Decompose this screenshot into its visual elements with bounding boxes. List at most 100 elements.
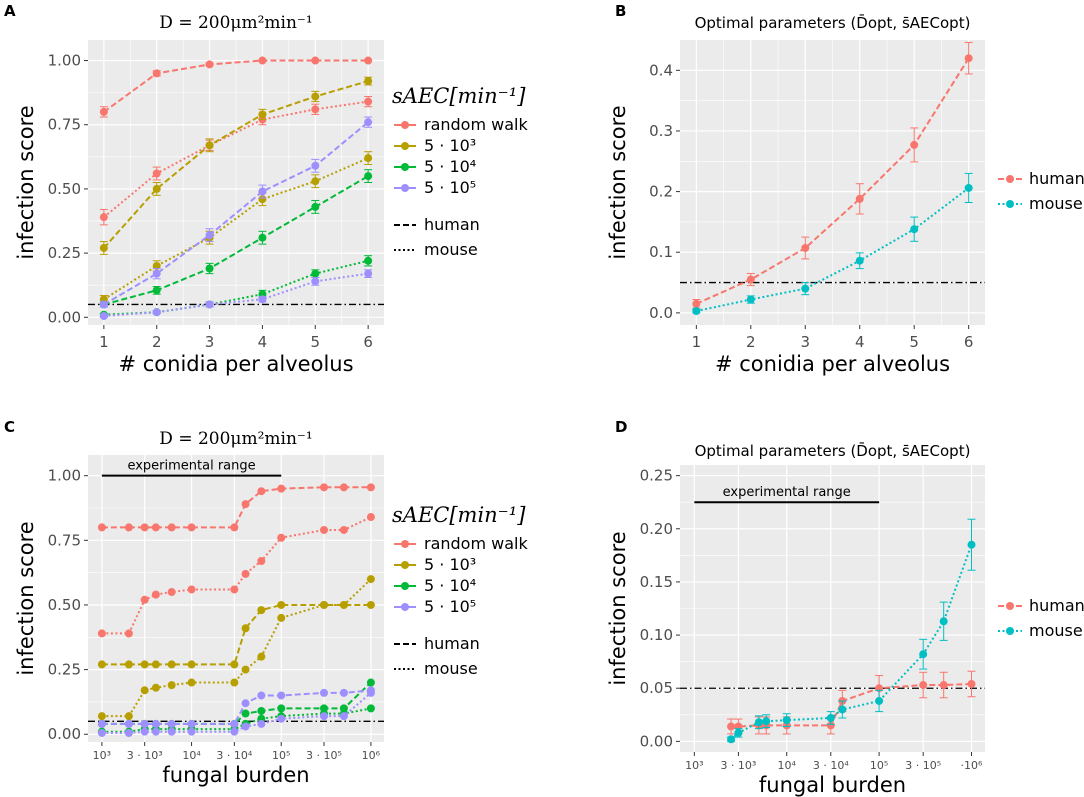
data-point [152,269,161,278]
x-tick-label: 10⁴ [182,749,201,762]
x-tick-label: 3 · 10³ [127,749,163,762]
legend-title: sAEC[min⁻¹] [392,84,526,108]
data-point [152,184,161,193]
data-point [311,177,320,186]
data-point [826,713,835,722]
data-point [241,624,250,633]
y-tick-label: 0.50 [48,180,81,198]
data-point [320,483,329,492]
data-point [151,660,160,669]
y-tick-label: 0.4 [649,61,673,79]
data-point [277,484,286,493]
chart-panel-d: 0.00 0.05 0.10 0.15 0.20 0.25 10³ 3 · 10³ 10⁴ 3 ·… [606,441,985,797]
x-tick-label: 10⁴ [777,759,796,772]
data-point [311,277,320,286]
x-tick-label: 4 [258,333,268,351]
data-point [964,183,973,192]
data-point [339,525,348,534]
data-point [187,585,196,594]
data-point [258,187,267,196]
data-point [167,588,176,597]
data-point [230,719,239,728]
data-point [97,660,106,669]
legend-item-label: 5 · 10⁴ [424,576,476,595]
y-tick-label: 0.50 [48,596,81,614]
x-tick-label: 3 · 10⁴ [813,759,849,772]
data-point [241,500,250,509]
data-point [366,704,375,713]
data-point [124,728,133,737]
data-point [97,728,106,737]
experimental-range-label: experimental range [723,485,851,500]
data-point [140,660,149,669]
x-tick-label: 3 · 10⁵ [905,759,941,772]
data-point [167,681,176,690]
chart-title: Optimal parameters (D̄opt, s̄AECopt) [695,13,971,32]
data-point [366,575,375,584]
legend-title: sAEC[min⁻¹] [392,503,526,527]
x-tick-label: 3 · 10³ [720,759,756,772]
data-point [152,286,161,295]
data-point [364,118,373,127]
data-point [151,523,160,532]
legend-key-point [1006,602,1014,610]
data-point [339,688,348,697]
data-point [311,56,320,65]
data-point [241,569,250,578]
x-tick-label: 10⁶ [362,749,381,762]
data-point [152,69,161,78]
data-point [241,665,250,674]
legend-key-point [401,184,409,192]
legend-item-label: mouse [1029,621,1083,640]
y-tick-label: 0.20 [640,520,673,538]
data-point [939,617,948,626]
x-tick-label: 4 [855,333,865,351]
x-tick-label: 10³ [93,749,111,762]
data-point [151,683,160,692]
series-line-5-10-human [103,80,369,249]
y-axis-label: infection score [14,521,38,675]
y-tick-label: 0.25 [48,244,81,262]
series-line-5-10-human [103,175,369,306]
data-point [366,678,375,687]
y-tick-label: 0.75 [48,531,81,549]
data-point [152,169,161,178]
data-point [967,679,976,688]
data-point [320,688,329,697]
data-point [277,714,286,723]
data-point [205,264,214,273]
data-point [366,483,375,492]
panel-letter-d: D [615,418,627,436]
data-point [311,92,320,101]
y-tick-label: 0.75 [48,116,81,134]
data-point [258,233,267,242]
x-tick-label: 2 [746,333,756,351]
data-point [910,140,919,149]
data-point [801,243,810,252]
data-point [746,295,755,304]
x-tick-label: 10⁵ [870,759,888,772]
legend-b: human mouse [998,169,1084,213]
data-point [727,735,736,744]
y-tick-label: 0.00 [48,308,81,326]
data-point [151,727,160,736]
data-point [339,483,348,492]
data-point [151,719,160,728]
x-tick-label: 10⁵ [272,749,290,762]
data-point [364,256,373,265]
data-point [167,719,176,728]
data-point [241,709,250,718]
data-point [919,650,928,659]
y-tick-label: 0.1 [649,243,673,261]
data-point [366,513,375,522]
data-point [140,595,149,604]
data-point [124,523,133,532]
legend-item-label: human [1029,169,1084,188]
legend-key-point [1006,200,1014,208]
y-tick-label: 0.25 [48,661,81,679]
data-point [187,523,196,532]
data-point [258,295,267,304]
data-point [311,202,320,211]
data-point [167,727,176,736]
